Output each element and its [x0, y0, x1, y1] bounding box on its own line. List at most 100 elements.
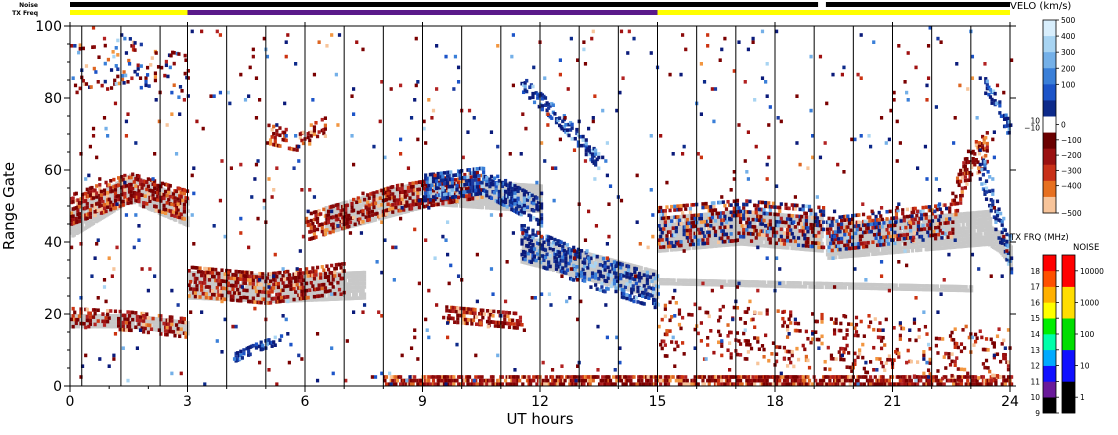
ground-scatter-cell: [91, 324, 96, 329]
ground-scatter-cell: [352, 278, 356, 283]
ground-scatter-cell: [97, 324, 101, 329]
ground-scatter-cell: [782, 224, 786, 228]
ground-scatter-cell: [387, 210, 391, 215]
ground-scatter-cell: [478, 194, 482, 199]
ground-scatter-cell: [646, 289, 650, 294]
ground-scatter-cell: [357, 289, 361, 293]
ground-scatter-cell: [209, 282, 213, 287]
ground-scatter-cell: [846, 254, 850, 259]
ground-scatter-cell: [753, 221, 757, 226]
ground-scatter-cell: [82, 209, 86, 213]
ground-scatter-cell: [764, 226, 768, 230]
ground-scatter-cell: [362, 296, 367, 300]
ground-scatter-cell: [728, 228, 732, 233]
ground-scatter-cell: [186, 328, 190, 332]
ground-scatter-cell: [178, 330, 182, 335]
ground-scatter-cell: [379, 205, 383, 210]
ground-scatter-cell: [181, 203, 185, 207]
ground-scatter-cell: [96, 314, 100, 318]
ground-scatter-cell: [454, 193, 459, 197]
ground-scatter-cell: [879, 230, 883, 234]
ground-scatter-cell: [864, 249, 868, 254]
ground-scatter-cell: [695, 235, 700, 239]
ground-scatter-cell: [279, 285, 283, 289]
ground-scatter-cell: [702, 227, 706, 231]
ground-scatter-cell: [820, 241, 824, 246]
ground-scatter-cell: [434, 191, 438, 196]
strip-segment: [70, 10, 188, 15]
ground-scatter-cell: [213, 289, 217, 294]
ground-scatter-cell: [202, 285, 206, 290]
ground-scatter-cell: [786, 246, 790, 250]
ground-scatter-cell: [735, 217, 739, 221]
ground-scatter-cell: [295, 298, 299, 303]
ground-scatter-cell: [82, 317, 86, 322]
ground-scatter-cell: [464, 197, 468, 201]
ground-scatter-cell: [91, 221, 96, 225]
ground-scatter-cell: [219, 272, 223, 276]
ground-scatter-cell: [320, 290, 324, 295]
ground-scatter-cell: [362, 285, 367, 289]
ground-scatter-cell: [820, 223, 824, 228]
ground-scatter-cell: [791, 242, 796, 247]
top-strips: [70, 2, 1010, 15]
ground-scatter-cell: [588, 267, 593, 271]
ground-scatter-cell: [347, 278, 352, 283]
ground-scatter-cell: [598, 280, 602, 285]
ground-scatter-cell: [539, 187, 544, 192]
ground-scatter-cell: [493, 202, 497, 207]
ground-scatter-cell: [854, 235, 858, 240]
ground-scatter-cell: [506, 200, 511, 204]
ground-scatter-cell: [820, 231, 824, 235]
ground-scatter-cell: [632, 282, 637, 286]
ground-scatter-cell: [117, 201, 122, 206]
ground-scatter-cell: [884, 226, 889, 230]
ground-scatter-cell: [115, 317, 119, 322]
ground-scatter-cell: [323, 294, 327, 298]
ground-scatter-cell: [107, 324, 111, 329]
ground-scatter-cell: [160, 201, 164, 206]
ground-scatter-cell: [495, 203, 500, 207]
ground-scatter-cell: [194, 274, 198, 279]
ground-scatter-cell: [316, 297, 320, 302]
ground-scatter-cell: [786, 242, 790, 247]
ground-scatter-cell: [309, 276, 313, 281]
ground-scatter-cell: [90, 211, 94, 215]
tx-freq-strip-label: TX Freq: [12, 10, 38, 17]
ground-scatter-cell: [210, 286, 215, 290]
ground-scatter-cell: [111, 324, 115, 329]
ground-scatter-cell: [181, 331, 185, 335]
ground-scatter-cell: [224, 293, 228, 298]
ground-scatter-cell: [676, 236, 680, 241]
strip-segment: [187, 10, 658, 15]
ground-scatter-cell: [354, 212, 358, 216]
ground-scatter-cell: [905, 245, 909, 250]
ground-scatter-cell: [364, 195, 368, 199]
ground-scatter-cell: [893, 250, 897, 255]
ground-scatter-cell: [520, 234, 524, 239]
ground-scatter-cell: [820, 249, 824, 253]
ground-scatter-cell: [794, 243, 798, 247]
ground-scatter-cell: [842, 226, 846, 230]
ground-scatter-cell: [419, 184, 423, 188]
ground-scatter-cell: [665, 248, 669, 253]
ground-scatter-cell: [836, 251, 841, 256]
ground-scatter-cell: [678, 233, 682, 237]
ground-scatter-cell: [795, 225, 800, 229]
ground-scatter-cell: [749, 217, 753, 222]
ground-scatter-cell: [752, 235, 756, 240]
ground-scatter-cell: [693, 238, 697, 243]
ground-scatter-cell: [576, 256, 580, 261]
ground-scatter-cell: [327, 297, 331, 302]
ground-scatter-cell: [362, 281, 367, 286]
ground-scatter-cell: [174, 218, 178, 222]
ground-scatter-cell: [347, 275, 352, 279]
ground-scatter-cell: [324, 283, 328, 287]
ground-scatter-cell: [571, 251, 575, 256]
ground-scatter-cell: [727, 243, 731, 247]
ground-scatter-cell: [186, 223, 190, 228]
ground-scatter-cell: [343, 286, 347, 290]
ground-scatter-cell: [80, 314, 85, 318]
ground-scatter-cell: [769, 215, 774, 220]
ground-scatter-cell: [187, 278, 191, 282]
